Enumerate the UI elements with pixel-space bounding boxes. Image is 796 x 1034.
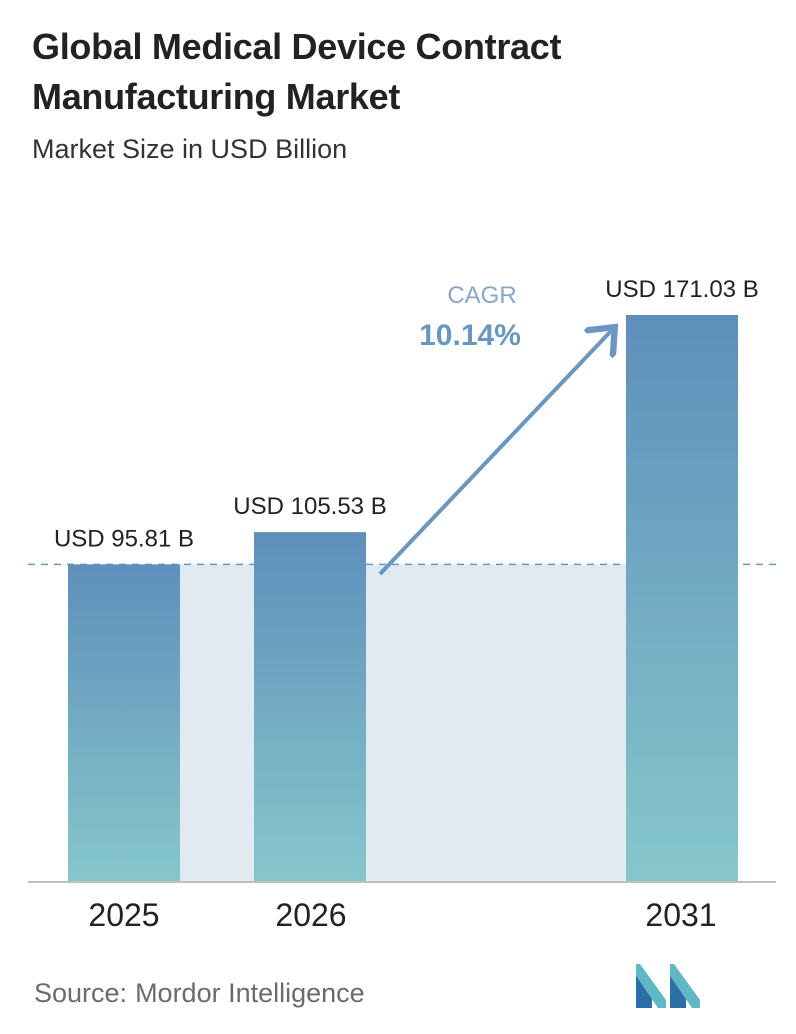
cagr-arrow [378,330,612,576]
source-name: Mordor Intelligence [135,978,365,1008]
data-label-2031: USD 171.03 B [605,276,758,303]
bar-2026 [254,532,366,882]
x-tick-2026: 2026 [275,897,346,933]
cagr-label: CAGR [447,282,516,309]
source-note: Source: Mordor Intelligence [34,978,365,1009]
source-label: Source: [34,978,128,1008]
x-tick-2025: 2025 [88,897,159,933]
x-tick-2031: 2031 [645,897,716,933]
mordor-logo [636,964,700,1008]
cagr-value: 10.14% [419,319,521,352]
data-label-2026: USD 105.53 B [233,493,386,520]
chart-subtitle: Market Size in USD Billion [32,134,348,164]
data-label-2025: USD 95.81 B [54,525,194,552]
chart-title: Global Medical Device Contract Manufactu… [32,26,562,117]
bar-2025 [68,564,180,882]
bar-2031 [626,315,738,882]
